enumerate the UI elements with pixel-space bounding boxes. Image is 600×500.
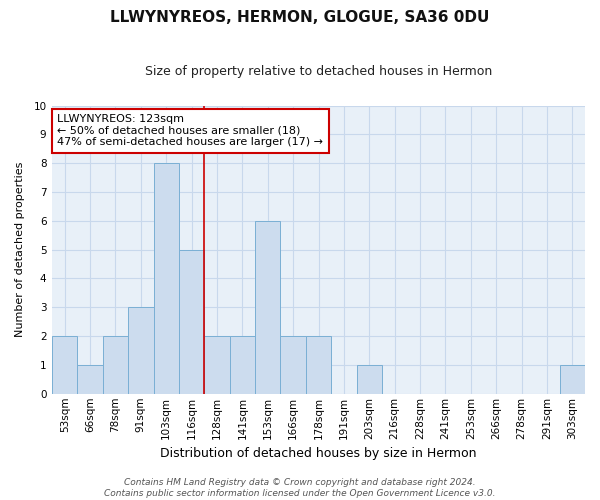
Bar xyxy=(280,336,306,394)
Bar xyxy=(52,336,77,394)
Title: Size of property relative to detached houses in Hermon: Size of property relative to detached ho… xyxy=(145,65,492,78)
Bar xyxy=(103,336,128,394)
Bar xyxy=(356,365,382,394)
Bar xyxy=(560,365,585,394)
Bar xyxy=(306,336,331,394)
Y-axis label: Number of detached properties: Number of detached properties xyxy=(15,162,25,338)
Bar xyxy=(179,250,204,394)
Bar xyxy=(154,163,179,394)
Text: Contains HM Land Registry data © Crown copyright and database right 2024.
Contai: Contains HM Land Registry data © Crown c… xyxy=(104,478,496,498)
Bar xyxy=(255,221,280,394)
Text: LLWYNYREOS, HERMON, GLOGUE, SA36 0DU: LLWYNYREOS, HERMON, GLOGUE, SA36 0DU xyxy=(110,10,490,25)
Bar xyxy=(204,336,230,394)
Bar xyxy=(77,365,103,394)
Bar xyxy=(230,336,255,394)
Bar xyxy=(128,308,154,394)
X-axis label: Distribution of detached houses by size in Hermon: Distribution of detached houses by size … xyxy=(160,447,477,460)
Text: LLWYNYREOS: 123sqm
← 50% of detached houses are smaller (18)
47% of semi-detache: LLWYNYREOS: 123sqm ← 50% of detached hou… xyxy=(58,114,323,148)
